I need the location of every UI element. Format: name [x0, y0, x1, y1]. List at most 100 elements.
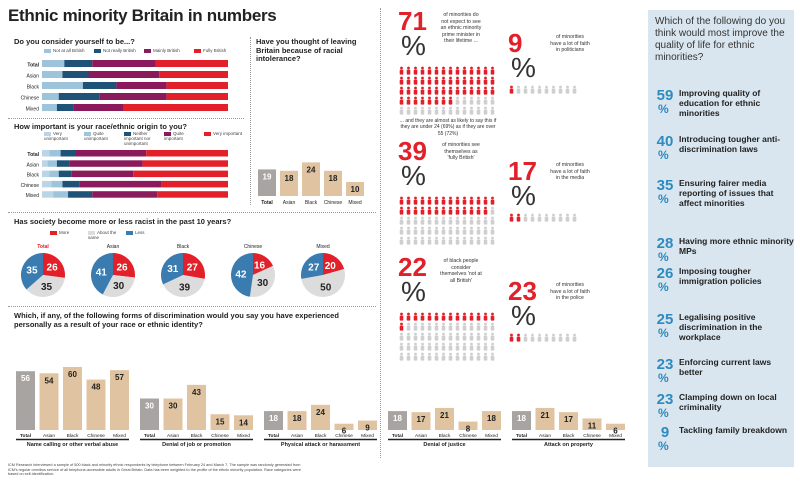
legend-item: Less — [126, 230, 162, 236]
bar — [163, 398, 183, 430]
pie-slice — [163, 275, 205, 297]
person-icon — [469, 206, 474, 215]
bar-value: 18 — [269, 414, 278, 423]
sidebar-item-label: Tackling family breakdown — [679, 425, 788, 435]
person-icon — [420, 312, 425, 321]
person-icon — [544, 333, 549, 342]
pie-slice — [161, 253, 183, 285]
person-icon — [406, 226, 411, 235]
person-icon — [399, 342, 404, 351]
pie-label: Chinese — [244, 244, 263, 250]
person-icon — [476, 236, 481, 245]
person-icon — [483, 312, 488, 321]
person-icon — [399, 86, 404, 95]
person-icon — [434, 196, 439, 205]
bar-value: 17 — [564, 415, 573, 424]
legend-label: Very important — [213, 131, 243, 137]
bar — [512, 411, 531, 430]
person-icon — [434, 76, 439, 85]
row-label: Black — [27, 85, 40, 91]
bar-label: Mixed — [113, 433, 126, 439]
person-icon — [476, 332, 481, 341]
bar-label: Asian — [291, 433, 303, 439]
bar-segment — [56, 160, 70, 167]
bar-value: 18 — [285, 174, 294, 183]
bar — [411, 412, 431, 430]
person-icon — [420, 106, 425, 115]
person-icon — [490, 86, 495, 95]
person-icon — [490, 206, 495, 215]
person-icon — [476, 66, 481, 75]
bar-segment — [71, 170, 134, 178]
divider — [380, 8, 381, 458]
people-icons — [509, 333, 577, 342]
person-icon — [441, 66, 446, 75]
person-icon — [455, 226, 460, 235]
person-icon — [483, 96, 488, 105]
person-icon — [476, 342, 481, 351]
bar-value: 21 — [541, 411, 550, 420]
sidebar-item-number: 59 — [656, 87, 674, 104]
bar — [140, 398, 159, 430]
bar-segment — [47, 160, 57, 167]
legend-item: Very unimportant — [44, 131, 82, 142]
sidebar-question: Which of the following do you think woul… — [655, 16, 786, 63]
pie-slice — [43, 253, 65, 278]
person-icon — [399, 236, 404, 245]
person-icon — [434, 216, 439, 225]
person-icon — [448, 312, 453, 321]
category-label: Physical attack or harassment — [281, 442, 360, 448]
person-icon — [483, 332, 488, 341]
legend-item: More — [50, 230, 86, 236]
bar-segment — [42, 60, 65, 67]
person-icon — [413, 76, 418, 85]
person-icon — [455, 206, 460, 215]
person-icon — [434, 206, 439, 215]
person-icon — [399, 106, 404, 115]
person-icon — [406, 352, 411, 361]
legend-label: Quite important — [164, 131, 184, 142]
bar-segment — [92, 191, 158, 198]
person-icon — [441, 332, 446, 341]
person-icon — [476, 352, 481, 361]
legend-swatch — [44, 49, 51, 53]
person-icon — [399, 322, 404, 331]
q1-stacked-bar-chart: Total Asian Black Chinese Mixed — [21, 60, 228, 113]
pie-slice — [21, 253, 43, 290]
person-icon — [462, 352, 467, 361]
person-icon — [448, 76, 453, 85]
person-icon — [462, 196, 467, 205]
q3-bar-chart: 19 Total 18 Asian 24 Black 18 Chinese 10 Mixed — [258, 162, 364, 206]
legend-item: Not at all British — [44, 48, 92, 54]
person-icon — [434, 236, 439, 245]
bar-segment — [79, 180, 162, 188]
sidebar-item-label: Clamping down on local criminality — [679, 392, 777, 413]
bar-segment — [58, 170, 72, 178]
person-icon — [420, 236, 425, 245]
person-icon — [490, 66, 495, 75]
legend-swatch — [94, 49, 101, 53]
bar-label: Chinese — [87, 433, 105, 439]
person-icon — [483, 342, 488, 351]
pie-value: 27 — [308, 263, 320, 274]
person-icon — [490, 332, 495, 341]
bar-label: Total — [261, 200, 273, 206]
person-icon — [469, 342, 474, 351]
person-icon — [565, 85, 570, 94]
stat-number: 17 — [508, 156, 537, 186]
legend-swatch — [44, 132, 51, 136]
row-label: Mixed — [26, 193, 40, 199]
pie-slice — [26, 275, 65, 297]
sidebar-item-number: 35 — [656, 177, 674, 194]
person-icon — [427, 322, 432, 331]
people-grid — [508, 82, 577, 100]
legend-swatch — [144, 49, 151, 53]
pie-label: Total — [37, 244, 49, 250]
q4-question: Has society become more or less racist i… — [14, 217, 232, 226]
footnote: ICM Research interviewed a sample of 500… — [8, 463, 301, 477]
person-icon — [427, 226, 432, 235]
person-icon — [565, 333, 570, 342]
pie-slice — [300, 253, 323, 279]
bar-segment — [133, 170, 228, 178]
